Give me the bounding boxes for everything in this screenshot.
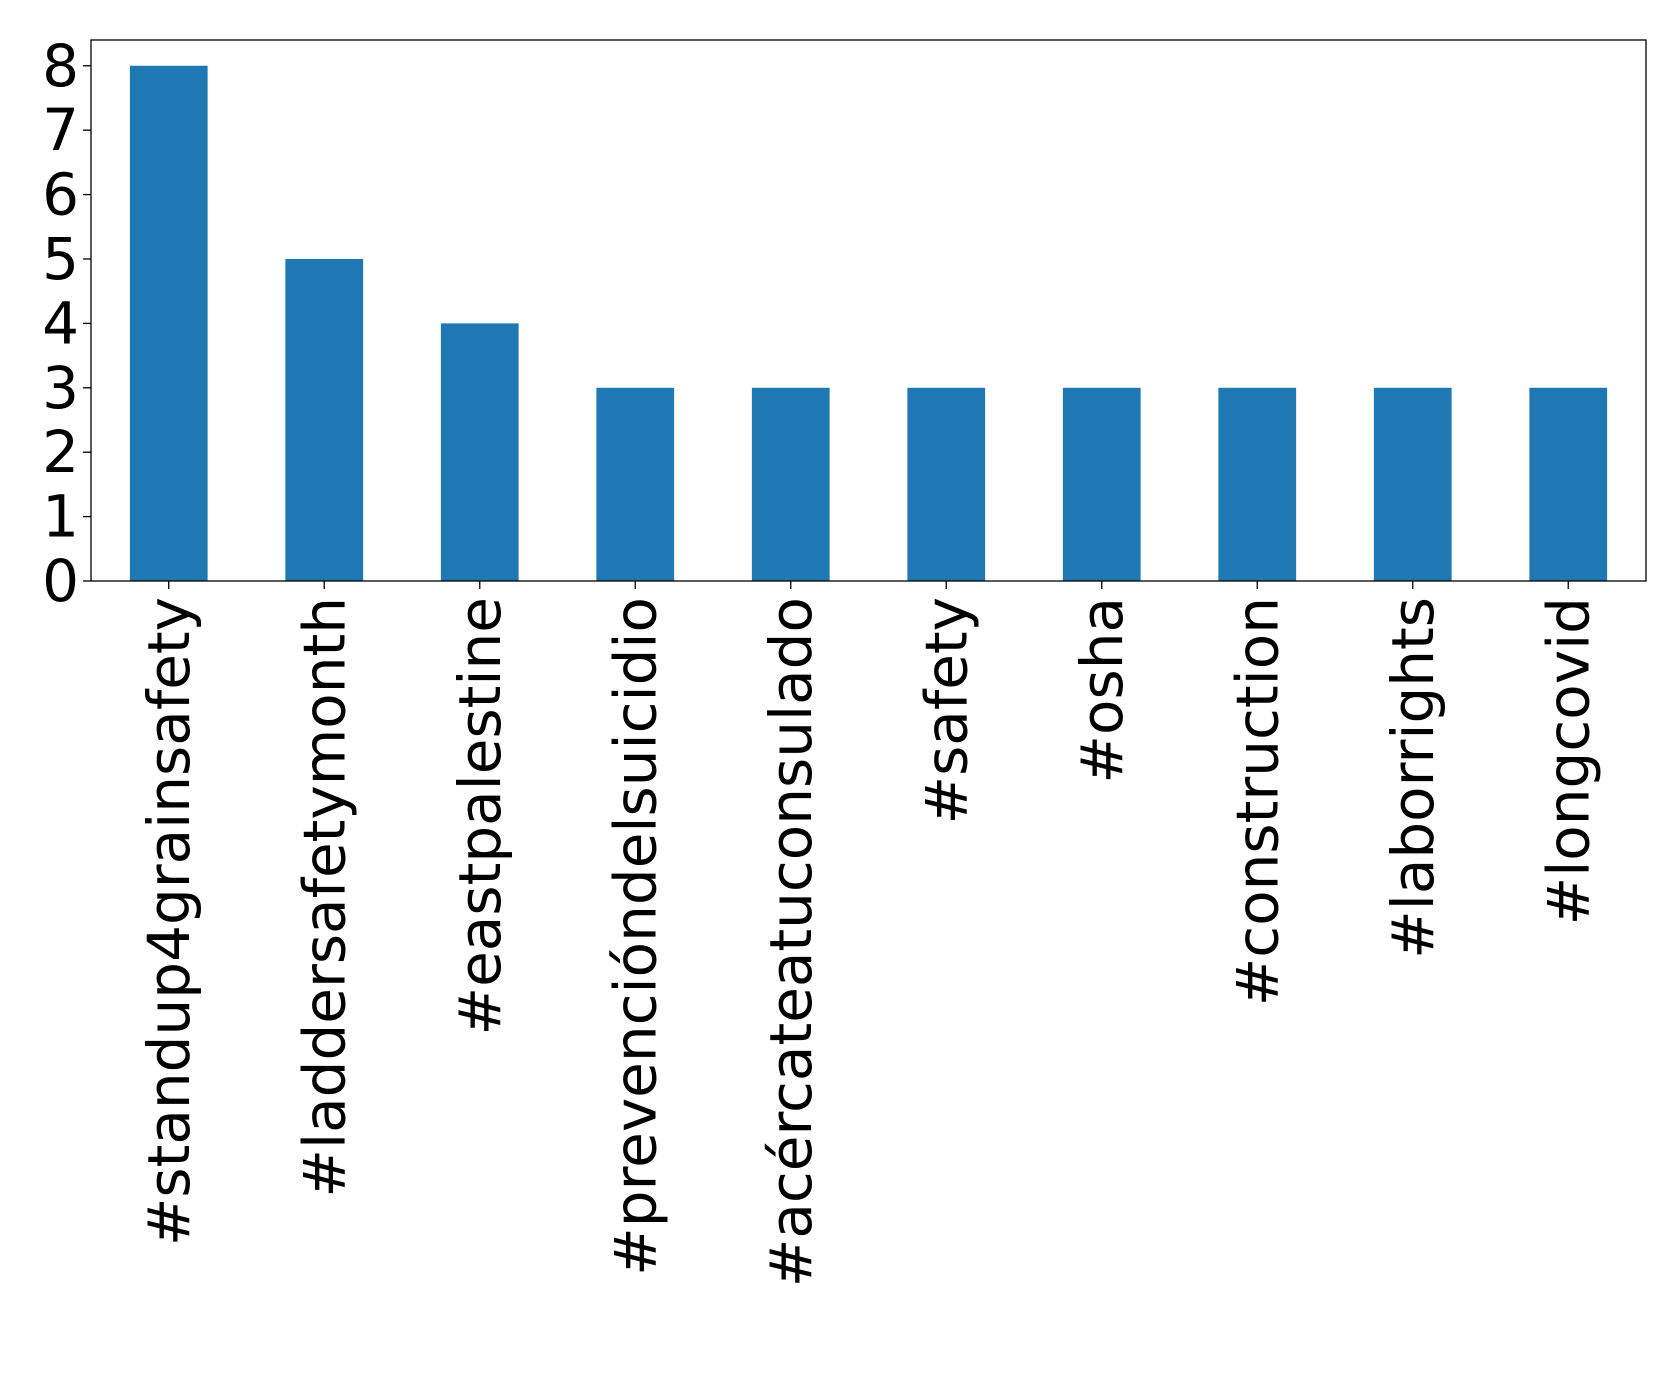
y-tick-label: 6 xyxy=(42,161,79,229)
y-tick-label: 4 xyxy=(42,289,79,357)
x-tick-label: #prevencióndelsuicidio xyxy=(601,597,669,1276)
bar xyxy=(285,258,364,581)
bar xyxy=(1218,387,1297,581)
x-axis: #standup4grainsafety #laddersafetymonth #e… xyxy=(135,581,1602,1287)
bar xyxy=(907,387,986,581)
y-tick-label: 2 xyxy=(42,418,79,486)
x-tick-label: #safety xyxy=(912,597,980,825)
x-tick-label: #standup4grainsafety xyxy=(135,597,203,1246)
y-tick-label: 0 xyxy=(42,547,79,615)
x-tick-label: #acércateatuconsulado xyxy=(757,597,825,1287)
bar xyxy=(1529,387,1608,581)
x-tick-label: #longcovid xyxy=(1534,597,1602,925)
bars-layer xyxy=(129,65,1608,581)
bar xyxy=(1373,387,1452,581)
y-tick-label: 7 xyxy=(42,96,79,164)
bar xyxy=(596,387,675,581)
x-tick-label: #eastpalestine xyxy=(446,597,514,1035)
y-tick-label: 8 xyxy=(42,32,79,100)
y-tick-label: 3 xyxy=(42,354,79,422)
x-tick-label: #laborrights xyxy=(1379,597,1447,959)
y-tick-label: 1 xyxy=(42,483,79,551)
bar xyxy=(1062,387,1141,581)
bar xyxy=(129,65,208,581)
bar xyxy=(751,387,830,581)
plot-frame xyxy=(90,39,1647,582)
x-tick-label: #laddersafetymonth xyxy=(290,597,358,1198)
y-tick-label: 5 xyxy=(42,225,79,293)
x-tick-label: #construction xyxy=(1223,597,1291,1006)
bar xyxy=(440,323,519,581)
x-tick-label: #osha xyxy=(1068,597,1136,784)
